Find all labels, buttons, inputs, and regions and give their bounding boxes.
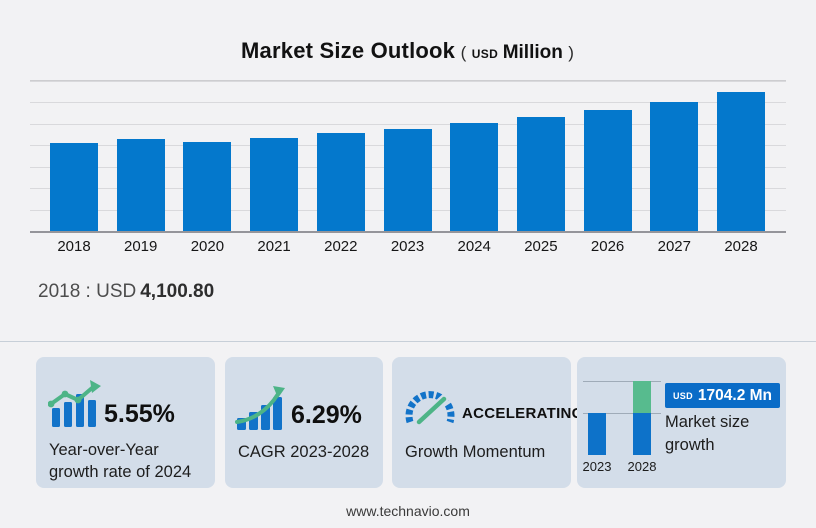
x-axis-label-2023: 2023 xyxy=(390,238,425,255)
mini-gridline-top xyxy=(583,381,661,382)
x-axis-labels: 2018 2019 2020 2021 2022 2023 2024 2025 2026 2027… xyxy=(30,238,786,258)
bar-chart-trend-up-icon xyxy=(47,380,102,433)
market-size-bar-chart xyxy=(30,80,786,233)
bar-2025 xyxy=(516,116,565,231)
card-market-size-growth: 2023 2028 USD 1704.2 Mn Market size grow… xyxy=(577,357,786,488)
x-axis-label-2019: 2019 xyxy=(124,238,158,255)
x-axis-label-2022: 2022 xyxy=(324,238,358,255)
x-axis-label-2018: 2018 xyxy=(57,238,91,255)
market-growth-badge: USD 1704.2 Mn xyxy=(665,383,781,408)
badge-value: 1704.2 Mn xyxy=(697,386,773,404)
bar-2020 xyxy=(183,142,232,231)
bar-2026 xyxy=(583,109,632,231)
bar-2019 xyxy=(116,139,165,231)
card-cagr: 6.29% CAGR 2023-2028 xyxy=(225,357,383,488)
mini-growth-chart: 2023 2028 xyxy=(583,381,661,476)
x-axis-label-2020: 2020 xyxy=(190,238,225,255)
bar-2021 xyxy=(250,138,299,231)
mini-label-2023: 2023 xyxy=(582,459,612,474)
momentum-label: Growth Momentum xyxy=(405,443,546,461)
x-axis-label-2021: 2021 xyxy=(257,238,291,255)
annotation-value: 4,100.80 xyxy=(140,281,215,302)
section-divider xyxy=(0,341,816,342)
x-axis-label-2024: 2024 xyxy=(457,238,491,255)
bar-2018 xyxy=(50,143,98,231)
gridline xyxy=(30,102,786,104)
gridline xyxy=(30,81,786,82)
momentum-value: ACCELERATING xyxy=(462,405,584,422)
mini-bar-2028 xyxy=(633,413,651,455)
mini-bar-2023 xyxy=(588,413,606,455)
card-yoy-growth: 5.55% Year-over-Year growth rate of 2024 xyxy=(36,357,215,488)
bar-2023 xyxy=(383,128,432,231)
title-open-paren: ( xyxy=(460,43,467,62)
page-title: Market Size Outlook ( USD Million ) xyxy=(0,38,816,64)
ascending-bars-arrow-icon xyxy=(235,384,287,435)
x-axis-label-2028: 2028 xyxy=(724,238,758,255)
value-annotation-2018: 2018 : USD 4,100.80 xyxy=(38,281,214,303)
cagr-label: CAGR 2023-2028 xyxy=(238,443,370,461)
badge-currency: USD xyxy=(673,390,693,401)
x-axis-label-2025: 2025 xyxy=(524,238,558,255)
mini-gridline-mid xyxy=(583,413,661,414)
bar-2024 xyxy=(450,123,499,231)
yoy-growth-value: 5.55% xyxy=(104,400,175,428)
annotation-prefix: 2018 : USD xyxy=(38,281,137,302)
title-currency: USD xyxy=(471,47,499,61)
mini-label-2028: 2028 xyxy=(627,459,657,474)
bar-2028 xyxy=(717,92,765,231)
market-size-label-line2: growth xyxy=(665,436,715,454)
mini-bar-2028-growth-segment xyxy=(633,381,651,413)
title-text: Market Size Outlook xyxy=(241,38,456,63)
bar-2022 xyxy=(316,133,365,231)
yoy-growth-label-line1: Year-over-Year xyxy=(49,441,159,459)
title-close-paren: ) xyxy=(568,43,574,62)
card-growth-momentum: ACCELERATING Growth Momentum xyxy=(392,357,583,488)
yoy-growth-label-line2: growth rate of 2024 xyxy=(49,463,192,481)
title-unit: Million xyxy=(502,42,563,63)
x-axis-label-2026: 2026 xyxy=(590,238,625,255)
bar-2027 xyxy=(650,102,699,231)
market-size-label-line1: Market size xyxy=(665,413,750,431)
footer-url[interactable]: www.technavio.com xyxy=(346,503,470,519)
speedometer-icon xyxy=(404,389,456,432)
x-axis-label-2027: 2027 xyxy=(657,238,691,255)
gridline xyxy=(30,123,786,125)
cagr-value: 6.29% xyxy=(291,401,362,429)
